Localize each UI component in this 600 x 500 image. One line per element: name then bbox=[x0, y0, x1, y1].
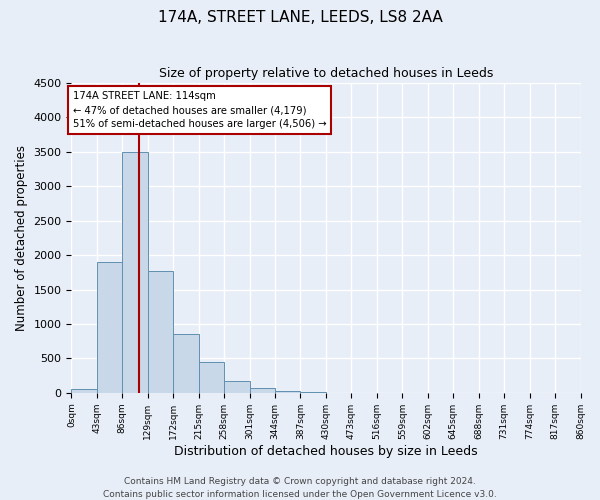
Bar bbox=[97, 262, 122, 393]
Bar bbox=[275, 391, 301, 393]
Y-axis label: Number of detached properties: Number of detached properties bbox=[15, 145, 28, 331]
Bar bbox=[250, 388, 275, 393]
Text: 174A STREET LANE: 114sqm
← 47% of detached houses are smaller (4,179)
51% of sem: 174A STREET LANE: 114sqm ← 47% of detach… bbox=[73, 92, 326, 130]
Bar bbox=[199, 362, 224, 393]
Bar bbox=[173, 334, 199, 393]
Text: Contains HM Land Registry data © Crown copyright and database right 2024.
Contai: Contains HM Land Registry data © Crown c… bbox=[103, 477, 497, 499]
Bar bbox=[71, 390, 97, 393]
Bar bbox=[122, 152, 148, 393]
Bar bbox=[148, 270, 173, 393]
Text: 174A, STREET LANE, LEEDS, LS8 2AA: 174A, STREET LANE, LEEDS, LS8 2AA bbox=[158, 10, 442, 25]
X-axis label: Distribution of detached houses by size in Leeds: Distribution of detached houses by size … bbox=[174, 444, 478, 458]
Title: Size of property relative to detached houses in Leeds: Size of property relative to detached ho… bbox=[159, 68, 493, 80]
Bar bbox=[301, 392, 326, 393]
Bar bbox=[224, 381, 250, 393]
